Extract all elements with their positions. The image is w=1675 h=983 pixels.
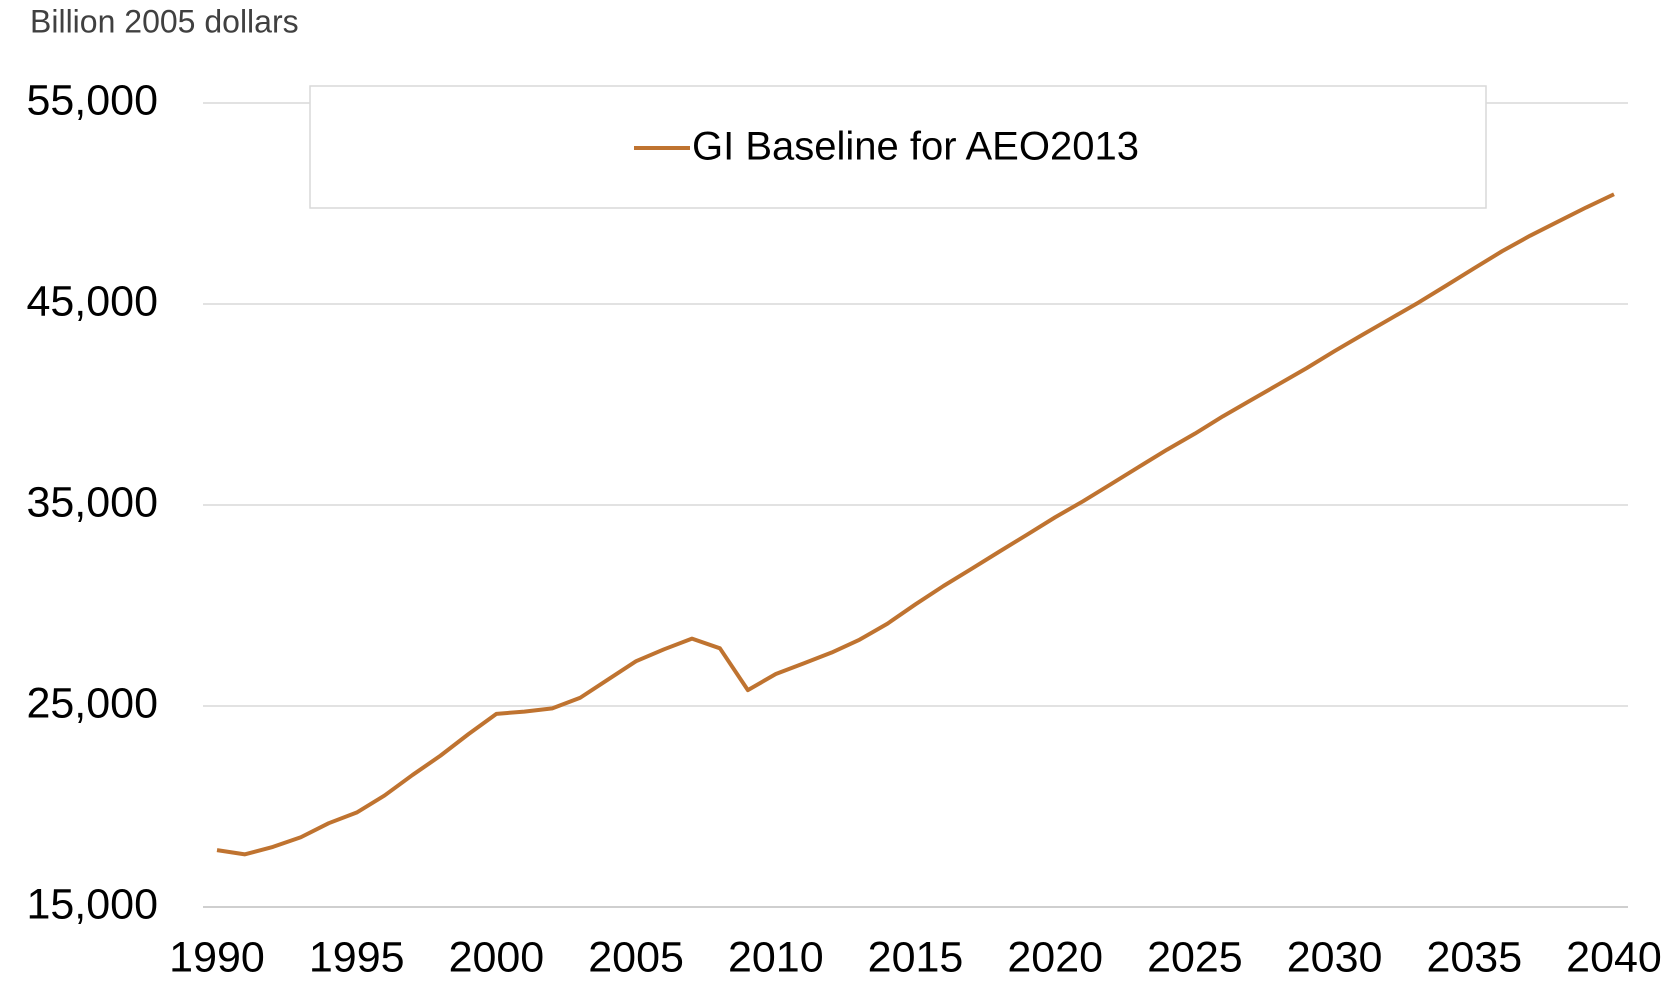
x-tick-label: 1990 bbox=[169, 933, 265, 981]
x-tick-label: 2035 bbox=[1426, 933, 1522, 981]
x-tick-label: 2010 bbox=[728, 933, 824, 981]
legend-label: GI Baseline for AEO2013 bbox=[692, 125, 1139, 169]
x-tick-label: 2025 bbox=[1147, 933, 1243, 981]
x-tick-label: 2005 bbox=[588, 933, 684, 981]
y-axis-label: Billion 2005 dollars bbox=[30, 3, 299, 39]
x-tick-label: 2040 bbox=[1566, 933, 1662, 981]
y-tick-label: 45,000 bbox=[26, 277, 158, 325]
x-tick-label: 2015 bbox=[868, 933, 964, 981]
legend-box bbox=[309, 85, 1487, 209]
y-tick-label: 15,000 bbox=[26, 880, 158, 928]
y-tick-label: 55,000 bbox=[26, 76, 158, 124]
x-tick-label: 2030 bbox=[1287, 933, 1383, 981]
x-tick-label: 1995 bbox=[309, 933, 405, 981]
x-tick-label: 2020 bbox=[1007, 933, 1103, 981]
x-tick-label: 2000 bbox=[449, 933, 545, 981]
y-tick-label: 35,000 bbox=[26, 478, 158, 526]
series-line bbox=[216, 192, 1615, 857]
y-tick-label: 25,000 bbox=[26, 679, 158, 727]
